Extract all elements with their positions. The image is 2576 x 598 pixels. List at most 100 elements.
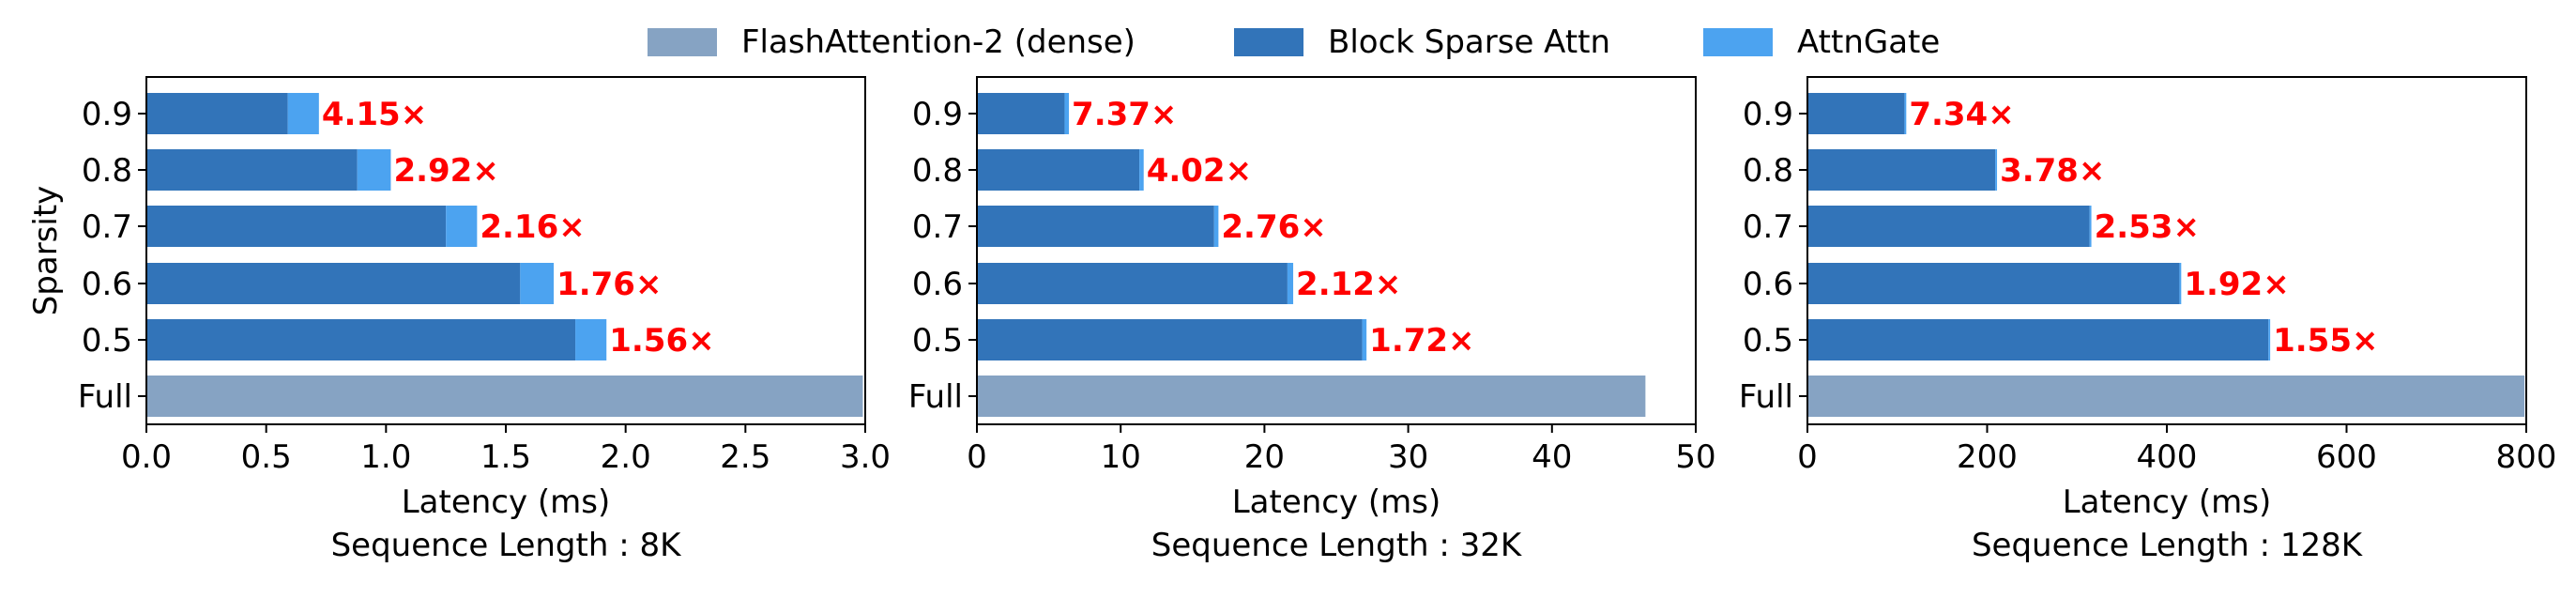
bar-block-sparse-attn-0-8 bbox=[1807, 149, 1996, 191]
y-tick-label: 0.5 bbox=[82, 322, 132, 360]
x-axis-label: Latency (ms) bbox=[402, 483, 611, 521]
speedup-label-0-7: 2.53× bbox=[2095, 208, 2200, 246]
bar-block-sparse-attn-0-9 bbox=[977, 93, 1065, 134]
bar-attngate-0-8 bbox=[1139, 149, 1144, 191]
x-tick-label: 0.0 bbox=[121, 438, 172, 476]
x-tick-label: 400 bbox=[2137, 438, 2198, 476]
x-tick-label: 800 bbox=[2496, 438, 2557, 476]
bar-block-sparse-attn-0-5 bbox=[146, 319, 576, 360]
x-tick-label: 1.0 bbox=[360, 438, 411, 476]
x-tick-label: 30 bbox=[1388, 438, 1428, 476]
panel-subtitle: Sequence Length : 8K bbox=[331, 527, 682, 564]
y-axis-label: Sparsity bbox=[27, 186, 65, 316]
speedup-label-0-8: 4.02× bbox=[1147, 152, 1252, 190]
speedup-label-0-8: 2.92× bbox=[393, 152, 498, 190]
legend-label: FlashAttention-2 (dense) bbox=[741, 23, 1136, 61]
speedup-label-0-6: 2.12× bbox=[1296, 266, 1401, 303]
y-tick-label: 0.9 bbox=[912, 96, 963, 133]
speedup-label-0-5: 1.72× bbox=[1369, 322, 1474, 360]
speedup-label-0-8: 3.78× bbox=[2000, 152, 2105, 190]
bar-attngate-0-9 bbox=[287, 93, 319, 134]
bar-block-sparse-attn-0-7 bbox=[146, 206, 447, 247]
bar-flashattention-2-dense-full bbox=[1807, 376, 2525, 417]
bar-attngate-0-5 bbox=[575, 319, 607, 360]
y-tick-label: 0.8 bbox=[1743, 152, 1793, 190]
x-tick-label: 0 bbox=[1797, 438, 1818, 476]
chart-panel-2: 1.72× 2.12× 2.76× 4.02× 7.37× Full 0.5 0.6 0.7 0.… bbox=[908, 76, 1716, 564]
x-tick-label: 600 bbox=[2316, 438, 2377, 476]
bar-block-sparse-attn-0-5 bbox=[1807, 319, 2269, 360]
bar-block-sparse-attn-0-7 bbox=[1807, 206, 2090, 247]
x-tick-label: 20 bbox=[1244, 438, 1285, 476]
bar-attngate-0-8 bbox=[1995, 149, 1998, 191]
legend-swatch-block-sparse-attn bbox=[1234, 28, 1303, 56]
speedup-label-0-5: 1.56× bbox=[609, 322, 714, 360]
x-tick-label: 2.5 bbox=[720, 438, 770, 476]
x-tick-label: 2.0 bbox=[601, 438, 651, 476]
x-tick-label: 3.0 bbox=[840, 438, 891, 476]
legend-label: AttnGate bbox=[1797, 23, 1940, 61]
y-tick-label: 0.8 bbox=[912, 152, 963, 190]
y-tick-label: 0.9 bbox=[82, 96, 132, 133]
y-tick-label: 0.5 bbox=[1743, 322, 1793, 360]
bar-attngate-0-6 bbox=[520, 263, 555, 304]
panel-subtitle: Sequence Length : 128K bbox=[1972, 527, 2364, 564]
legend-item-block-sparse-attn: Block Sparse Attn bbox=[1234, 23, 1610, 61]
legend-label: Block Sparse Attn bbox=[1328, 23, 1610, 61]
bar-attngate-0-5 bbox=[2268, 319, 2271, 360]
legend-item-attngate: AttnGate bbox=[1703, 23, 1940, 61]
bar-block-sparse-attn-0-9 bbox=[1807, 93, 1905, 134]
chart-panel-3: 1.55× 1.92× 2.53× 3.78× 7.34× Full 0.5 0.6 0.7 0.… bbox=[1739, 76, 2557, 564]
x-axis-label: Latency (ms) bbox=[2063, 483, 2272, 521]
bar-block-sparse-attn-0-8 bbox=[146, 149, 358, 191]
x-tick-label: 0 bbox=[967, 438, 987, 476]
y-tick-label: Full bbox=[78, 378, 132, 416]
bar-block-sparse-attn-0-7 bbox=[977, 206, 1214, 247]
bar-block-sparse-attn-0-6 bbox=[146, 263, 521, 304]
y-tick-label: 0.6 bbox=[912, 266, 963, 303]
bar-attngate-0-5 bbox=[1362, 319, 1367, 360]
bar-block-sparse-attn-0-6 bbox=[977, 263, 1288, 304]
bar-flashattention-2-dense-full bbox=[146, 376, 863, 417]
chart-panel-1: 1.56× 1.76× 2.16× 2.92× 4.15× Full 0.5 0.6 0.7 0.… bbox=[27, 76, 891, 564]
y-tick-label: 0.7 bbox=[1743, 208, 1793, 246]
plot-frame bbox=[976, 76, 1697, 425]
bar-attngate-0-7 bbox=[2089, 206, 2092, 247]
legend-swatch-flashattention-2-dense bbox=[648, 28, 717, 56]
chart-panels: 1.56× 1.76× 2.16× 2.92× 4.15× Full 0.5 0.6 0.7 0.… bbox=[27, 76, 2557, 564]
x-tick-label: 50 bbox=[1675, 438, 1715, 476]
legend-item-flashattention-2-dense: FlashAttention-2 (dense) bbox=[648, 23, 1136, 61]
y-tick-label: 0.6 bbox=[82, 266, 132, 303]
legend-swatch-attngate bbox=[1703, 28, 1773, 56]
y-tick-label: 0.7 bbox=[912, 208, 963, 246]
speedup-label-0-5: 1.55× bbox=[2273, 322, 2378, 360]
bar-attngate-0-8 bbox=[357, 149, 391, 191]
y-tick-label: 0.7 bbox=[82, 208, 132, 246]
y-tick-label: Full bbox=[908, 378, 963, 416]
x-tick-label: 10 bbox=[1101, 438, 1141, 476]
x-tick-label: 1.5 bbox=[480, 438, 531, 476]
y-tick-label: 0.5 bbox=[912, 322, 963, 360]
y-tick-label: 0.8 bbox=[82, 152, 132, 190]
bar-block-sparse-attn-0-5 bbox=[977, 319, 1363, 360]
x-tick-label: 200 bbox=[1957, 438, 2018, 476]
panel-subtitle: Sequence Length : 32K bbox=[1151, 527, 1523, 564]
x-tick-label: 0.5 bbox=[241, 438, 292, 476]
bar-attngate-0-6 bbox=[1287, 263, 1294, 304]
speedup-label-0-6: 1.76× bbox=[556, 266, 662, 303]
bar-attngate-0-9 bbox=[1064, 93, 1070, 134]
x-tick-label: 40 bbox=[1532, 438, 1572, 476]
bar-flashattention-2-dense-full bbox=[977, 376, 1646, 417]
bar-block-sparse-attn-0-6 bbox=[1807, 263, 2180, 304]
bar-block-sparse-attn-0-9 bbox=[146, 93, 288, 134]
bar-block-sparse-attn-0-8 bbox=[977, 149, 1140, 191]
bar-attngate-0-7 bbox=[1213, 206, 1219, 247]
y-tick-label: 0.9 bbox=[1743, 96, 1793, 133]
bar-attngate-0-7 bbox=[446, 206, 478, 247]
bar-attngate-0-9 bbox=[1904, 93, 1907, 134]
speedup-label-0-6: 1.92× bbox=[2184, 266, 2289, 303]
speedup-label-0-7: 2.76× bbox=[1221, 208, 1326, 246]
y-tick-label: Full bbox=[1739, 378, 1793, 416]
speedup-label-0-9: 7.37× bbox=[1072, 96, 1177, 133]
